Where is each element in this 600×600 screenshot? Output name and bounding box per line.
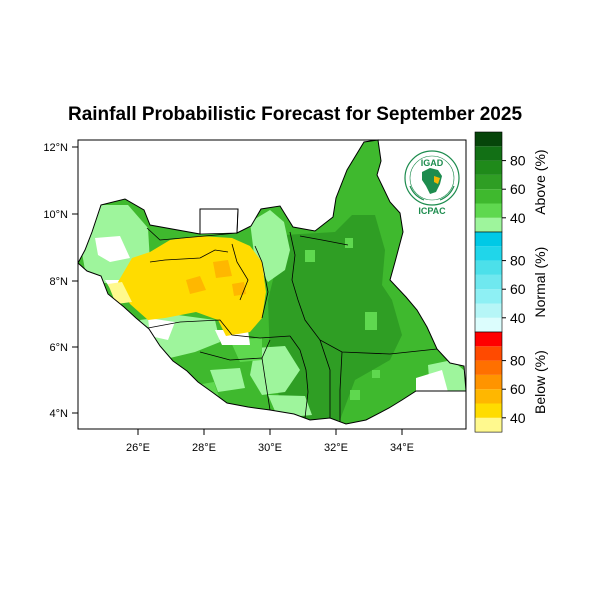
legend: 40 60 80 Above (%) 40 60 80 Normal (%) 40 60 80 Bel… [474,131,548,433]
laurel-right-icon [439,185,455,201]
x-tick-label: 26°E [126,442,150,454]
x-tick-label: 34°E [390,442,414,454]
legend-tick-label: 80 [510,253,526,269]
legend-swatch [475,246,502,261]
legend-swatch [475,389,502,404]
zone-above-50-e2 [350,390,360,400]
zone-below-50-a [186,276,206,294]
legend-swatch [475,346,502,361]
axis-ticks [72,146,403,435]
legend-tick-label: 80 [510,353,526,369]
legend-swatch [475,317,502,333]
zone-below-50-b [213,260,232,278]
laurel-left-icon [409,185,425,201]
state-boundaries [146,227,438,422]
legend-tick-label: 40 [510,210,526,226]
legend-swatch [475,132,502,147]
legend-tick-label: 80 [510,153,526,169]
zone-clim-sw [148,318,175,340]
y-tick-label: 4°N [50,408,69,420]
logo-bottom-text: ICPAC [418,206,446,216]
zone-above-40-s [250,346,300,395]
x-tick-label: 30°E [258,442,282,454]
legend-swatch [475,160,502,175]
legend-tick-label: 40 [510,310,526,326]
legend-swatch [475,146,502,161]
legend-tick-label: 60 [510,181,526,197]
legend-swatch [475,303,502,318]
y-tick-label: 6°N [50,342,69,354]
chart-title: Rainfall Probabilistic Forecast for Sept… [67,104,523,125]
legend-tick-label: 60 [510,381,526,397]
logo-top-text: IGAD [421,158,444,168]
legend-category-label: Normal (%) [532,247,548,318]
legend-swatch [475,189,502,204]
logo-inner-ring [409,155,455,201]
x-tick-label: 32°E [324,442,348,454]
zone-above-50-e1 [365,312,377,330]
legend-category-label: Below (%) [532,350,548,414]
legend-swatch [475,274,502,290]
zone-above-40-sw2 [210,368,245,392]
legend-swatch [475,174,502,190]
legend-bar-frame [474,331,503,433]
horn-highlight-icon [434,176,440,184]
zone-clim-c [215,330,250,345]
legend-swatch [475,360,502,375]
legend-swatch [475,260,502,275]
zone-clim-nw [95,236,130,262]
x-tick-label: 28°E [192,442,216,454]
legend-swatch [475,217,502,233]
y-tick-label: 10°N [43,209,68,221]
legend-tick-label: 60 [510,281,526,297]
legend-swatch [475,289,502,304]
legend-swatch [475,374,502,390]
legend-swatch [475,332,502,347]
zone-above-50-e4 [372,370,380,378]
legend-swatch [475,417,502,433]
map-frame [77,139,467,430]
y-tick-label: 12°N [43,142,68,154]
zone-above-50-e3 [305,250,315,262]
zone-clim-turkana [416,370,448,392]
legend-swatch [475,232,502,247]
igad-icpac-logo: IGAD ICPAC [404,150,460,216]
y-tick-label: 8°N [50,276,69,288]
abyei-area [199,208,239,235]
zone-above-70 [268,215,402,420]
legend-swatch [475,203,502,218]
africa-silhouette-icon [422,168,442,194]
zone-above-50-e5 [345,238,353,248]
zone-below-50-c [232,282,246,296]
legend-swatch [475,403,502,418]
legend-category-label: Above (%) [532,149,548,214]
legend-tick-label: 40 [510,410,526,426]
